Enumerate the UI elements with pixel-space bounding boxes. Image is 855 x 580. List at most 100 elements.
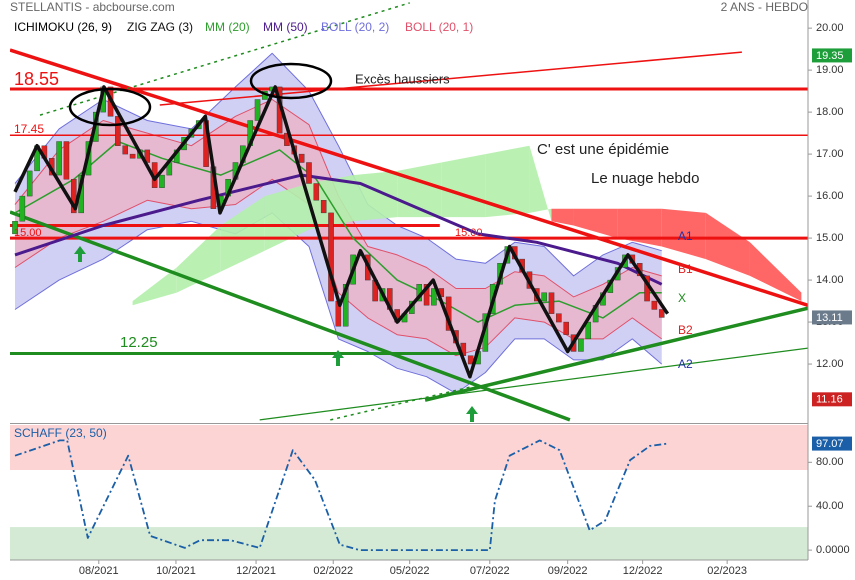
annotation: B1: [678, 262, 693, 276]
level-label: 15.00: [455, 227, 483, 239]
annotation: A1: [678, 229, 693, 243]
ichimoku-cloud: [661, 208, 706, 260]
y-tick-label: 20.00: [816, 22, 844, 34]
candle: [423, 284, 430, 306]
annotation: Excès haussiers: [355, 71, 450, 86]
ichimoku-cloud: [220, 196, 265, 272]
schaff-panel: [10, 425, 808, 560]
buy-arrow: [74, 246, 86, 262]
candle: [585, 321, 592, 340]
buy-arrow: [466, 406, 478, 422]
candle: [556, 313, 562, 323]
overlay: STELLANTIS - abcbourse.com 2 ANS - HEBDO…: [10, 0, 809, 561]
y-tick-label: 16.00: [816, 190, 844, 202]
candle: [56, 141, 62, 176]
x-tick-label: 12/2022: [623, 565, 663, 577]
x-tick-label: 09/2022: [548, 565, 588, 577]
candle: [19, 195, 26, 222]
y-tick-label: 0.0000: [816, 544, 850, 556]
chart-subtitle: 2 ANS - HEBDO: [721, 0, 808, 14]
legend-entry: BOLL (20, 1): [405, 20, 473, 34]
legend-entry: ICHIMOKU (26, 9): [14, 20, 112, 34]
trend-line: [10, 210, 571, 422]
price-box: [812, 310, 852, 325]
trend-line: [424, 306, 808, 402]
candle: [541, 292, 547, 302]
ichimoku-cloud: [264, 183, 309, 251]
candle: [342, 284, 349, 327]
highlight-ellipse: [249, 62, 333, 100]
y-tick-label: 40.00: [816, 500, 844, 512]
level-label: 17.45: [14, 122, 44, 136]
x-tick-label: 10/2021: [156, 565, 196, 577]
zone: [10, 425, 808, 470]
buy-arrow: [332, 350, 344, 366]
zigzag: [13, 85, 670, 379]
bollinger-band: [14, 99, 662, 356]
trend-line: [259, 347, 808, 421]
candle: [431, 288, 437, 306]
candle: [578, 338, 584, 352]
x-tick-label: 02/2022: [313, 565, 353, 577]
price-box: [812, 392, 852, 407]
ichimoku-cloud: [132, 267, 177, 306]
highlight-ellipse: [68, 87, 152, 127]
candle: [115, 116, 121, 146]
ichimoku-cloud: [441, 154, 486, 218]
candle: [320, 200, 327, 214]
price-box-label: 97.07: [816, 438, 844, 450]
y-tick-label: 12.00: [816, 358, 844, 370]
y-tick-label: 18.00: [816, 106, 844, 118]
price-box-label: 11.16: [816, 394, 843, 406]
trend-line: [10, 48, 808, 307]
ichimoku-cloud: [551, 208, 574, 226]
candle: [313, 183, 320, 201]
x-tick-label: 02/2023: [707, 565, 747, 577]
ichimoku-cloud: [573, 208, 618, 239]
candle: [254, 99, 261, 121]
ichimoku-cloud: [176, 225, 221, 293]
candle: [306, 162, 312, 184]
annotation: C' est une épidémie: [537, 141, 669, 158]
ichimoku-cloud: [705, 212, 750, 276]
moving-average: [14, 173, 663, 286]
trend-line: [159, 51, 742, 106]
level-label: 12.25: [120, 334, 158, 351]
candle: [159, 174, 165, 188]
ichimoku-cloud: [749, 242, 802, 302]
x-tick-label: 05/2022: [390, 565, 430, 577]
candle: [563, 321, 569, 335]
price-panel: [10, 2, 808, 422]
y-tick-label: 80.00: [816, 456, 844, 468]
candle: [122, 145, 129, 155]
legend-entry: MM (50): [263, 20, 308, 34]
y-tick-label: 15.00: [816, 232, 844, 244]
x-tick-label: 08/2021: [79, 565, 119, 577]
candle: [71, 179, 77, 214]
ichimoku-cloud: [529, 145, 552, 222]
candle: [129, 153, 136, 159]
annotation: X: [678, 291, 686, 305]
candle: [26, 170, 33, 197]
level-label: 15.00: [14, 227, 42, 239]
candle: [548, 292, 555, 314]
x-tick-label: 12/2021: [236, 565, 276, 577]
annotation: B2: [678, 323, 693, 337]
candle: [658, 309, 665, 318]
schaff-line: [14, 439, 668, 551]
chart-title: STELLANTIS - abcbourse.com: [10, 0, 175, 14]
candle: [651, 300, 658, 310]
candle: [12, 221, 18, 235]
bollinger-lower: [14, 178, 662, 357]
level-label: 18.55: [14, 69, 59, 89]
price-box-label: 13.11: [816, 312, 843, 324]
ichimoku-cloud: [485, 145, 530, 218]
price-box: [812, 48, 852, 63]
candle: [298, 153, 305, 163]
candle: [328, 212, 334, 302]
annotation: Le nuage hebdo: [591, 170, 699, 187]
x-tick-label: 07/2022: [470, 565, 510, 577]
legend-entry: MM (20): [205, 20, 250, 34]
annotation: A2: [678, 357, 693, 371]
